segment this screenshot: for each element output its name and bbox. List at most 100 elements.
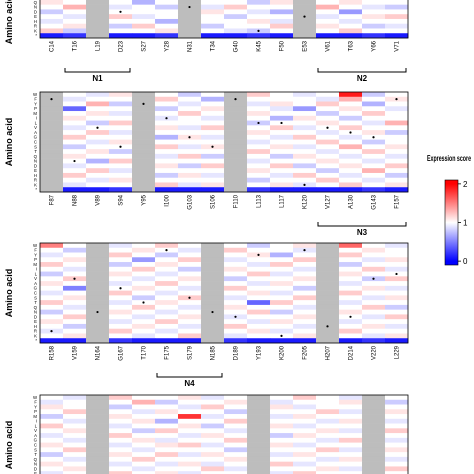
heat-cell	[247, 182, 271, 188]
heat-cell	[132, 23, 156, 29]
heat-cell	[339, 304, 363, 310]
heat-cell	[385, 158, 409, 164]
heat-cell	[224, 309, 248, 315]
row-label: *	[35, 33, 37, 38]
wild-type-dot	[257, 253, 260, 257]
heat-cell	[339, 177, 363, 183]
row-label: K	[34, 182, 37, 187]
heat-cell	[339, 338, 363, 344]
heat-cell	[362, 106, 386, 112]
heat-cell	[109, 153, 133, 159]
heat-cell	[270, 461, 294, 467]
heat-cell	[339, 9, 363, 15]
heat-cell	[316, 28, 340, 34]
heat-cell	[132, 0, 156, 5]
heat-cell	[40, 101, 64, 107]
heat-cell	[40, 9, 64, 15]
heat-cell	[86, 328, 110, 334]
row-label: P	[34, 409, 37, 414]
heat-cell	[293, 266, 317, 272]
heat-cell	[178, 319, 202, 325]
x-tick-label: C14	[50, 40, 56, 52]
heat-cell	[109, 111, 133, 117]
heat-cell	[63, 106, 87, 112]
x-tick-label: L117	[280, 194, 286, 208]
heat-cell	[132, 125, 156, 131]
heat-cell	[247, 247, 271, 253]
heat-cell	[178, 158, 202, 164]
heat-cell	[155, 125, 179, 131]
heat-cell	[339, 144, 363, 150]
heat-cell	[362, 281, 386, 287]
heat-cell	[224, 33, 248, 39]
heat-cell	[247, 423, 271, 429]
heat-cell	[86, 433, 110, 439]
row-label: M	[33, 414, 37, 419]
wild-type-dot	[119, 287, 122, 290]
heat-cell	[339, 149, 363, 155]
heat-cell	[63, 252, 87, 258]
heat-cell	[40, 281, 64, 287]
heat-cell	[178, 456, 202, 462]
colorbar-title: Expression score	[427, 154, 471, 163]
heat-cell	[201, 106, 225, 112]
heat-cell	[247, 309, 271, 315]
heat-cell	[109, 252, 133, 258]
heat-cell	[270, 456, 294, 462]
heat-cell	[178, 266, 202, 272]
heat-cell	[247, 111, 271, 117]
heat-cell	[109, 177, 133, 183]
heat-cell	[224, 92, 248, 98]
heat-cell	[86, 18, 110, 25]
heat-cell	[132, 134, 156, 140]
heat-cell	[224, 139, 248, 145]
heat-cell	[155, 309, 179, 315]
heat-cell	[178, 0, 202, 5]
heat-cell	[362, 149, 386, 155]
x-tick-label: T170	[142, 345, 148, 359]
wild-type-dot	[211, 310, 214, 314]
heat-cell	[362, 177, 386, 183]
heat-cell	[385, 111, 409, 117]
heat-cell	[362, 247, 386, 253]
heat-cell	[155, 130, 179, 136]
heat-cell	[224, 442, 248, 448]
wild-type-dot	[50, 98, 53, 101]
heat-cell	[224, 18, 248, 25]
row-label: F	[34, 97, 37, 102]
row-label: L	[35, 423, 38, 428]
heat-cell	[40, 125, 64, 131]
heat-cell	[40, 399, 64, 405]
row-label: K	[34, 333, 37, 338]
heat-cell	[362, 323, 386, 330]
heat-cell	[40, 404, 64, 410]
heat-cell	[155, 158, 179, 164]
heat-cell	[201, 149, 225, 155]
colorbar-tick-label: 0	[463, 257, 468, 266]
heat-cell	[247, 300, 271, 306]
wild-type-dot	[372, 277, 375, 280]
heat-cell	[247, 177, 271, 183]
heat-cell	[270, 163, 294, 169]
heat-cell	[132, 266, 156, 272]
heat-cell	[362, 409, 386, 415]
heat-cell	[155, 471, 179, 474]
heat-cell	[385, 409, 409, 415]
row-label: N	[34, 5, 37, 10]
heat-cell	[63, 92, 87, 98]
x-tick-label: V159	[73, 345, 79, 360]
heat-cell	[109, 266, 133, 272]
heat-cell	[293, 404, 317, 410]
heat-cell	[339, 4, 363, 10]
heat-cell	[247, 447, 271, 453]
wild-type-dot	[142, 102, 145, 106]
heat-cell	[316, 418, 340, 424]
heat-cell	[339, 182, 363, 188]
heat-cell	[362, 0, 386, 5]
heat-cell	[316, 414, 340, 420]
heat-cell	[316, 461, 340, 467]
wild-type-dot	[303, 183, 306, 186]
heat-cell	[109, 101, 133, 107]
bracket	[64, 68, 131, 73]
heat-cell	[178, 252, 202, 258]
